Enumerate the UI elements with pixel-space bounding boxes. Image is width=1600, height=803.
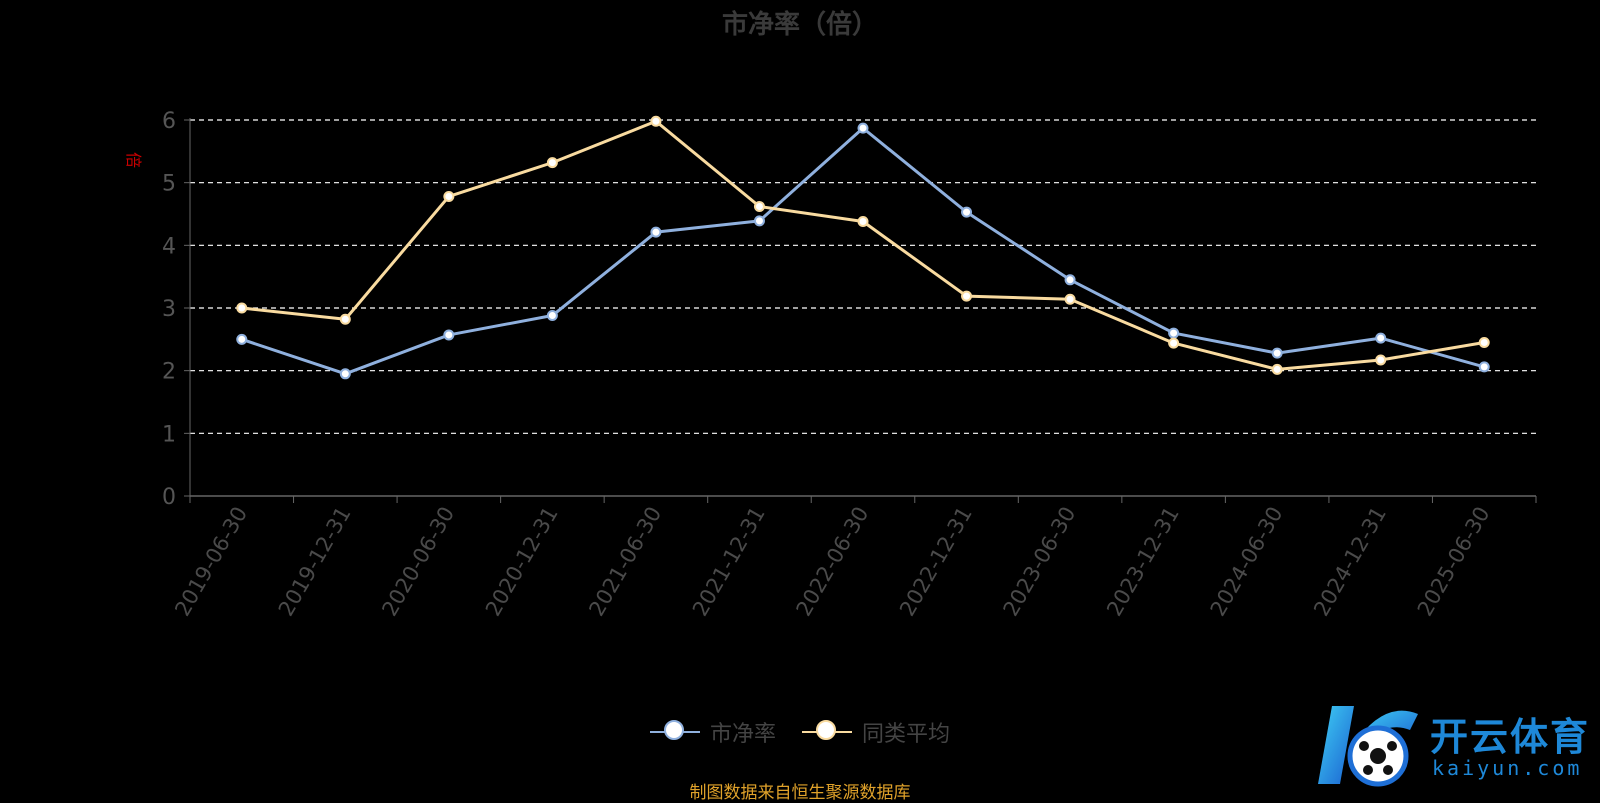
x-tick-label: 2021-06-30 (584, 503, 666, 621)
data-point-1 (546, 310, 558, 322)
data-point-1 (236, 333, 248, 345)
y-tick-label: 5 (162, 172, 176, 197)
data-point-2 (1064, 293, 1076, 305)
data-point-2 (961, 290, 973, 302)
legend-label-peer-average: 同类平均 (862, 722, 951, 747)
data-point-2 (546, 157, 558, 169)
data-point-1 (650, 226, 662, 238)
source-note: 制图数据来自恒生聚源数据库 (689, 783, 911, 803)
data-point-2 (1168, 337, 1180, 349)
data-point-1 (339, 368, 351, 380)
line-chart: 倍 0 1 2 3 4 5 6 2019-06-30 2019-12-31 2020-06-30 20… (124, 109, 1537, 621)
chart-title: 市净率（倍） (721, 10, 878, 40)
x-tick-label: 2025-06-30 (1413, 503, 1495, 621)
y-tick-label: 1 (162, 422, 176, 447)
x-tick-label: 2020-06-30 (377, 503, 459, 621)
data-point-2 (1478, 336, 1490, 348)
y-tick-label: 0 (162, 485, 176, 510)
y-axis-label: 倍 (124, 152, 143, 168)
y-tick-label: 3 (162, 297, 176, 322)
data-point-2 (753, 200, 765, 212)
y-tick-label: 4 (162, 234, 176, 259)
legend: 市净率 同类平均 (0, 716, 1600, 748)
x-tick-label: 2022-12-31 (895, 503, 977, 621)
x-tick-label: 2023-12-31 (1102, 503, 1184, 621)
x-tick-label: 2022-06-30 (792, 503, 874, 621)
series-line-1 (241, 126, 1485, 376)
data-point-2 (1271, 363, 1283, 375)
data-point-1 (1064, 274, 1076, 286)
x-tick-label: 2019-06-30 (170, 503, 252, 621)
data-point-2 (650, 115, 662, 127)
watermark-text: 开云体育 (1430, 715, 1591, 759)
data-point-1 (1375, 332, 1387, 344)
x-tick-label: 2024-12-31 (1309, 503, 1391, 621)
y-tick-label: 6 (162, 109, 176, 134)
data-point-2 (443, 190, 455, 202)
data-point-1 (753, 215, 765, 227)
data-point-1 (1478, 361, 1490, 373)
data-point-2 (236, 302, 248, 314)
data-point-2 (857, 216, 869, 228)
legend-item-peer-average[interactable]: 同类平均 (802, 716, 950, 748)
legend-swatch-peer-average (802, 719, 852, 745)
data-point-1 (1271, 347, 1283, 359)
legend-swatch-pb (649, 719, 700, 745)
x-tick-label: 2023-06-30 (999, 503, 1081, 621)
x-tick-label: 2021-12-31 (688, 503, 770, 621)
y-tick-label: 2 (162, 360, 176, 385)
legend-item-pb[interactable]: 市净率 (649, 716, 776, 748)
data-point-1 (1168, 327, 1180, 339)
data-point-1 (857, 122, 869, 134)
kaiyun-logo-icon (1318, 706, 1418, 787)
data-point-1 (961, 206, 973, 218)
x-tick-label: 2020-12-31 (481, 503, 563, 621)
data-point-2 (1375, 354, 1387, 366)
x-tick-label: 2019-12-31 (274, 503, 356, 621)
data-point-1 (443, 329, 455, 341)
watermark: 开云体育 kaiyun.com (1314, 700, 1590, 790)
watermark-subtext: kaiyun.com (1432, 756, 1583, 780)
x-tick-label: 2024-06-30 (1206, 503, 1288, 621)
data-point-2 (339, 313, 351, 325)
legend-label-pb: 市净率 (709, 722, 776, 747)
